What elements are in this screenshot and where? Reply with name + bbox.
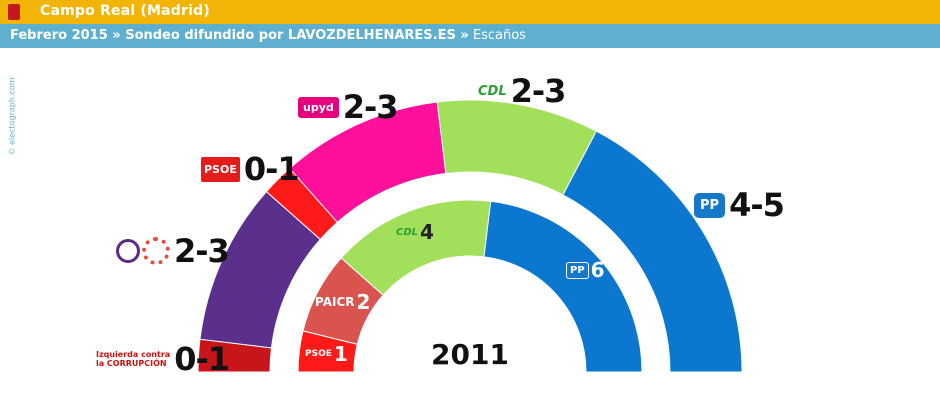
seats-2011-cdl: 4 bbox=[420, 220, 434, 244]
ganemos-logo bbox=[142, 237, 170, 265]
seats-podemos: 2-3 bbox=[174, 232, 230, 270]
psoe-logo: PSOE bbox=[201, 156, 240, 182]
label-upyd: upyd 2-3 bbox=[298, 88, 399, 126]
paicr-logo: PAICR bbox=[315, 295, 355, 309]
label-cdl: CDL 2-3 bbox=[478, 72, 567, 110]
subtitle: Febrero 2015 » Sondeo difundido por LAVO… bbox=[10, 28, 526, 43]
label-2011-psoe: PSOE 1 bbox=[305, 342, 348, 366]
label-2011-paicr: PAICR 2 bbox=[315, 290, 370, 314]
psoe-2011-logo: PSOE bbox=[305, 349, 332, 359]
izq-logo-line1: Izquierda contra bbox=[96, 350, 171, 359]
page-title: Campo Real (Madrid) bbox=[40, 3, 210, 19]
cdl-2011-logo: CDL bbox=[396, 226, 419, 238]
subtitle-source: Febrero 2015 » Sondeo difundido por LAVO… bbox=[10, 28, 469, 43]
subtitle-unit: Escaños bbox=[472, 28, 526, 43]
seats-cdl: 2-3 bbox=[510, 72, 567, 110]
label-2011-cdl: CDL 4 bbox=[396, 220, 434, 244]
izq-logo-line2: la CORRUPCIÓN bbox=[96, 359, 167, 368]
poll-segment-pp bbox=[562, 130, 743, 373]
seats-2011-paicr: 2 bbox=[356, 290, 371, 314]
2011-segment-pp bbox=[483, 200, 643, 373]
label-pp: PP 4-5 bbox=[694, 186, 785, 224]
izquierda-contra-corrupcion-logo: Izquierda contra la CORRUPCIÓN bbox=[96, 350, 170, 368]
seats-2011-psoe: 1 bbox=[333, 342, 348, 366]
pp-2011-logo: PP bbox=[566, 261, 589, 279]
flag-icon bbox=[8, 4, 20, 20]
seats-izquierda: 0-1 bbox=[174, 340, 230, 378]
upyd-logo: upyd bbox=[298, 96, 339, 118]
podemos-logo bbox=[116, 239, 140, 263]
seats-pp: 4-5 bbox=[729, 186, 785, 224]
label-psoe: PSOE 0-1 bbox=[201, 150, 300, 188]
title-bar: Campo Real (Madrid) bbox=[0, 0, 940, 24]
label-izquierda-contra-corrupcion: Izquierda contra la CORRUPCIÓN 0-1 bbox=[96, 340, 230, 378]
cdl-logo: CDL bbox=[478, 83, 507, 99]
seats-upyd: 2-3 bbox=[342, 88, 399, 126]
label-podemos-ganemos: 2-3 bbox=[116, 232, 230, 270]
hemicycle-chart bbox=[197, 99, 743, 373]
label-2011-pp: PP 6 bbox=[566, 258, 605, 282]
subtitle-bar: Febrero 2015 » Sondeo difundido por LAVO… bbox=[0, 24, 940, 48]
seats-2011-pp: 6 bbox=[590, 258, 605, 282]
seats-psoe: 0-1 bbox=[243, 150, 300, 188]
pp-logo: PP bbox=[694, 192, 726, 218]
chart-2011-title: 2011 bbox=[431, 338, 509, 371]
